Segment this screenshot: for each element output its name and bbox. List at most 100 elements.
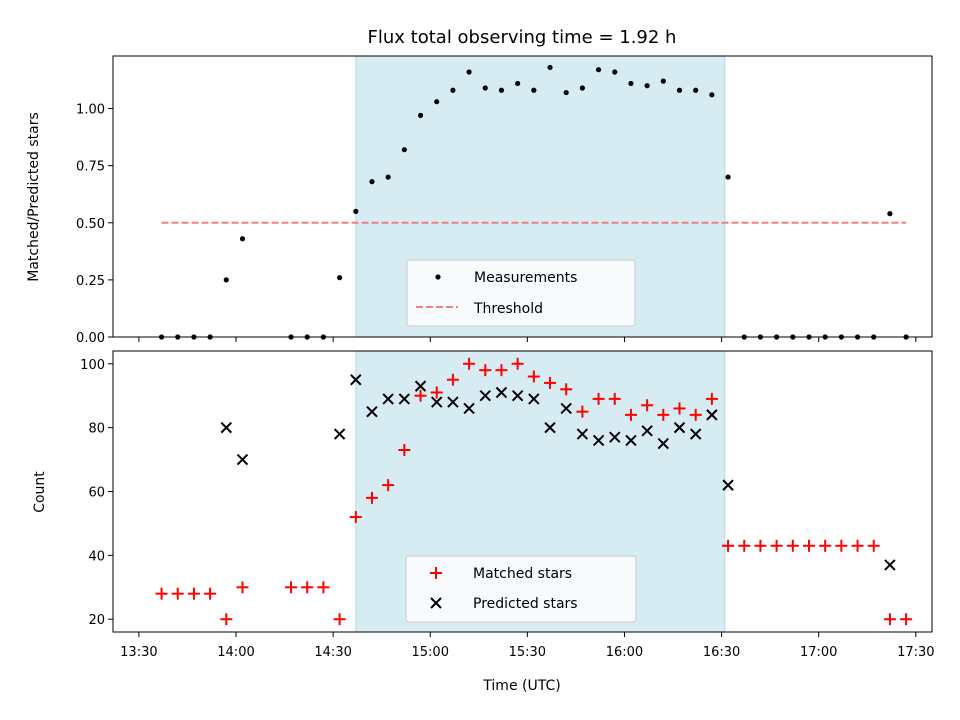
- matched-star-point: [641, 399, 654, 412]
- predicted-star-point: [333, 428, 346, 440]
- legend-measurements-marker: [435, 274, 441, 280]
- matched-star-point: [527, 370, 540, 383]
- y-tick-label: 0.25: [76, 274, 105, 289]
- matched-star-point: [851, 539, 864, 552]
- bottom-legend-box: [405, 555, 637, 623]
- predicted-star-point: [609, 431, 621, 443]
- y-tick-label: 100: [80, 358, 105, 373]
- predicted-star-point: [528, 393, 540, 405]
- matched-star-point: [285, 581, 298, 594]
- x-tick-label: 14:00: [217, 645, 254, 660]
- matched-star-point: [349, 511, 362, 524]
- matched-star-point: [560, 383, 573, 396]
- bottom-y-ticks: 20 40 60 80 100: [80, 358, 113, 628]
- matched-star-point: [705, 392, 718, 405]
- measurement-point: [612, 69, 618, 75]
- x-tick-label: 17:30: [897, 645, 934, 660]
- top-legend-box: [406, 259, 636, 327]
- y-tick-label: 60: [88, 486, 105, 501]
- matched-star-point: [236, 581, 249, 594]
- matched-star-point: [900, 613, 913, 626]
- measurement-point: [660, 78, 666, 84]
- matched-star-point: [463, 357, 476, 370]
- x-tick-label: 13:30: [120, 645, 157, 660]
- x-tick-label: 16:30: [703, 645, 740, 660]
- measurement-point: [725, 174, 731, 180]
- star-count-chart: 20 40 60 80 100 13:30 14:00 14:30 15:00 15:30 16:…: [32, 350, 935, 694]
- matched-star-point: [722, 539, 735, 552]
- matched-star-point: [802, 539, 815, 552]
- measurement-point: [676, 87, 683, 93]
- measurement-point: [709, 92, 715, 98]
- predicted-star-point: [560, 402, 572, 415]
- predicted-star-point: [641, 425, 653, 437]
- bottom-plot-frame: [112, 350, 933, 633]
- matched-star-point: [689, 408, 702, 421]
- measurement-point: [547, 64, 553, 71]
- measurement-point: [579, 85, 585, 91]
- matched-star-point: [592, 392, 605, 405]
- matched-star-point: [365, 491, 378, 504]
- x-tick-label: 15:00: [412, 645, 449, 660]
- legend-predicted-label: Predicted stars: [473, 596, 578, 612]
- matched-star-point: [301, 581, 314, 594]
- measurement-point: [239, 236, 246, 242]
- matched-star-point: [819, 539, 832, 552]
- matched-star-point: [608, 392, 621, 405]
- matched-star-point: [786, 539, 799, 552]
- predicted-star-point: [657, 437, 670, 450]
- matched-star-point: [511, 357, 524, 370]
- top-y-axis-label: Matched/Predicted stars: [26, 112, 42, 282]
- measurement-point: [466, 69, 472, 75]
- matched-star-point: [867, 539, 880, 552]
- legend-matched-label: Matched stars: [473, 566, 572, 582]
- x-tick-label: 17:00: [800, 645, 837, 660]
- matched-star-point: [446, 373, 459, 386]
- matched-star-point: [544, 376, 557, 389]
- predicted-star-point: [236, 453, 249, 466]
- matched-star-point: [835, 539, 848, 552]
- matched-star-point: [770, 539, 783, 552]
- measurement-point: [595, 67, 602, 73]
- x-tick-label: 14:30: [314, 645, 351, 660]
- y-tick-label: 0.00: [76, 331, 105, 346]
- predicted-stars-layer: [220, 374, 896, 571]
- top-plot-frame: [112, 55, 933, 338]
- matched-star-point: [754, 539, 767, 552]
- matched-star-point: [479, 364, 492, 377]
- chart-title: Flux total observing time = 1.92 h: [368, 27, 677, 48]
- predicted-star-point: [722, 479, 734, 491]
- matched-star-point: [738, 539, 751, 552]
- y-tick-label: 1.00: [76, 103, 105, 118]
- matched-star-point: [187, 587, 200, 600]
- predicted-star-point: [625, 434, 637, 447]
- predicted-star-point: [447, 396, 459, 408]
- y-tick-label: 0.50: [76, 217, 105, 232]
- predicted-star-point: [592, 434, 605, 447]
- predicted-star-point: [689, 428, 702, 440]
- matched-stars-layer: [155, 357, 913, 626]
- matched-star-point: [317, 581, 330, 594]
- predicted-star-point: [366, 405, 378, 418]
- matched-star-point: [624, 408, 637, 421]
- measurement-point: [515, 80, 521, 87]
- matched-star-point: [220, 613, 233, 626]
- matched-star-point: [414, 389, 427, 402]
- y-tick-label: 20: [88, 613, 105, 628]
- measurement-point: [693, 87, 699, 93]
- predicted-star-point: [511, 389, 524, 402]
- measurement-point: [563, 89, 569, 96]
- predicted-star-point: [350, 374, 362, 386]
- matched-star-point: [382, 479, 395, 492]
- matched-star-point: [576, 405, 589, 418]
- y-tick-label: 40: [88, 549, 105, 564]
- top-y-ticks: 0.00 0.25 0.50 0.75 1.00: [76, 103, 113, 346]
- predicted-star-point: [706, 409, 718, 421]
- matched-star-point: [171, 587, 184, 600]
- predicted-star-point: [220, 421, 233, 434]
- predicted-star-point: [414, 380, 427, 392]
- predicted-star-point: [463, 402, 475, 415]
- predicted-star-point: [431, 396, 443, 408]
- y-tick-label: 0.75: [76, 160, 105, 175]
- measurement-point: [531, 87, 537, 93]
